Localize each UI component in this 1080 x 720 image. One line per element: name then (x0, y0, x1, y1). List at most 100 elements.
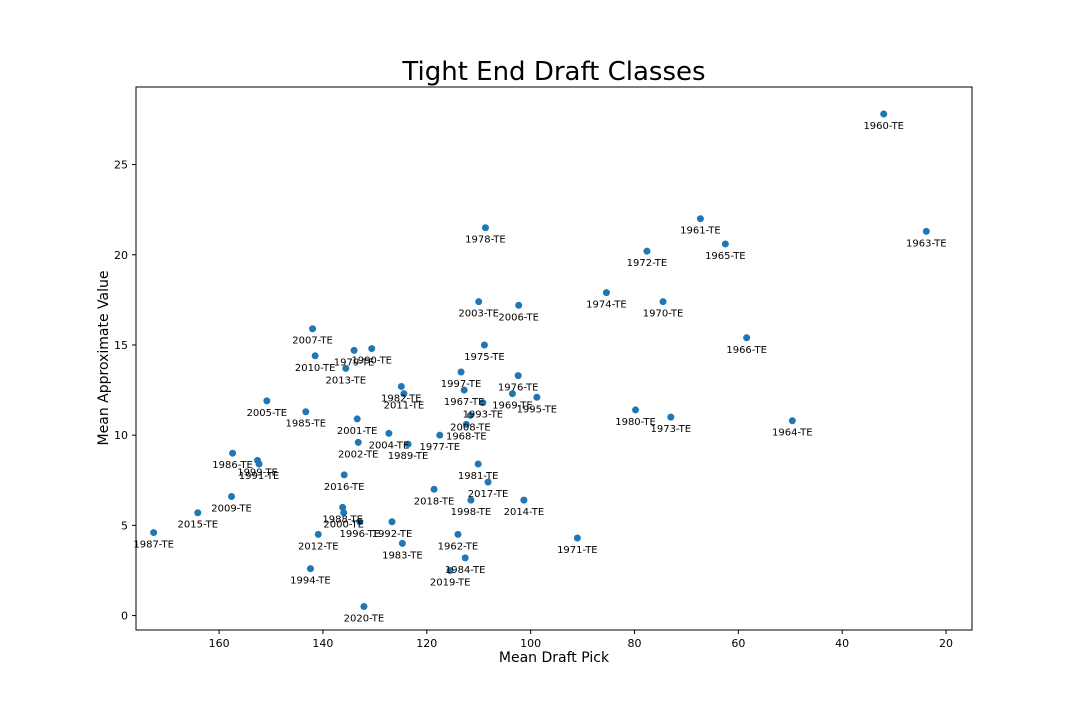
data-label-1984-TE: 1984-TE (445, 565, 486, 576)
y-tick-label: 15 (114, 339, 128, 352)
data-label-1993-TE: 1993-TE (463, 410, 504, 421)
data-label-2013-TE: 2013-TE (325, 375, 366, 386)
data-label-2018-TE: 2018-TE (414, 496, 455, 507)
data-label-1972-TE: 1972-TE (627, 258, 668, 269)
data-point-1985-TE (302, 408, 310, 416)
x-tick-label: 120 (416, 637, 437, 650)
plot-area (135, 86, 973, 631)
x-tick-label: 40 (835, 637, 849, 650)
data-point-1972-TE (643, 247, 651, 255)
data-point-1971-TE (573, 534, 581, 542)
data-point-2011-TE (400, 390, 408, 398)
data-label-2006-TE: 2006-TE (498, 312, 539, 323)
data-label-2005-TE: 2005-TE (247, 408, 288, 419)
data-point-1984-TE (461, 554, 469, 562)
data-point-1964-TE (788, 417, 796, 425)
data-points (150, 110, 930, 611)
data-label-2009-TE: 2009-TE (211, 504, 252, 515)
data-point-1961-TE (696, 215, 704, 223)
data-label-1981-TE: 1981-TE (458, 471, 499, 482)
data-point-1996-TE (356, 518, 364, 526)
data-label-1994-TE: 1994-TE (290, 576, 331, 587)
data-point-2004-TE (385, 429, 393, 437)
data-label-1963-TE: 1963-TE (906, 238, 947, 249)
data-point-1960-TE (880, 110, 888, 118)
data-point-1990-TE (368, 345, 376, 353)
data-label-1998-TE: 1998-TE (451, 507, 492, 518)
x-tick-label: 160 (209, 637, 230, 650)
data-label-1995-TE: 1995-TE (517, 404, 558, 415)
data-label-2004-TE: 2004-TE (369, 440, 410, 451)
data-point-1974-TE (602, 289, 610, 297)
data-point-2005-TE (263, 397, 271, 405)
data-label-1961-TE: 1961-TE (680, 226, 721, 237)
data-label-1997-TE: 1997-TE (441, 379, 482, 390)
x-tick-label: 80 (627, 637, 641, 650)
data-label-1966-TE: 1966-TE (726, 345, 767, 356)
data-label-1976-TE: 1976-TE (498, 383, 539, 394)
data-point-2016-TE (340, 471, 348, 479)
data-point-2007-TE (309, 325, 317, 333)
data-point-1975-TE (480, 341, 488, 349)
data-point-1997-TE (457, 368, 465, 376)
data-label-1965-TE: 1965-TE (705, 251, 746, 262)
data-point-1976-TE (514, 372, 522, 380)
data-point-1980-TE (632, 406, 640, 414)
data-label-1992-TE: 1992-TE (372, 529, 413, 540)
y-axis: 0 5 10 15 20 25 (114, 159, 136, 623)
data-point-2018-TE (430, 485, 438, 493)
data-point-2017-TE (484, 478, 492, 486)
data-point-1967-TE (460, 386, 468, 394)
x-tick-label: 100 (520, 637, 541, 650)
y-axis-label: Mean Approximate Value (96, 271, 112, 446)
data-point-1994-TE (306, 565, 314, 573)
data-point-1968-TE (462, 420, 470, 428)
data-label-2003-TE: 2003-TE (458, 309, 499, 320)
data-point-2001-TE (353, 415, 361, 423)
data-label-1974-TE: 1974-TE (586, 300, 627, 311)
data-point-2008-TE (466, 411, 474, 419)
data-point-1986-TE (229, 449, 237, 457)
data-label-1975-TE: 1975-TE (464, 352, 505, 363)
data-label-1990-TE: 1990-TE (351, 356, 392, 367)
data-label-1964-TE: 1964-TE (772, 428, 813, 439)
data-point-labels: 1960-TE 1961-TE 1962-TE 1963-TE 1964-TE 1965-… (133, 121, 946, 624)
data-point-1965-TE (721, 240, 729, 248)
data-label-2002-TE: 2002-TE (338, 449, 379, 460)
data-label-1968-TE: 1968-TE (446, 431, 487, 442)
data-point-2000-TE (340, 509, 348, 517)
data-label-1969-TE: 1969-TE (492, 401, 533, 412)
data-label-2015-TE: 2015-TE (178, 520, 219, 531)
data-point-2014-TE (520, 496, 528, 504)
data-point-1998-TE (467, 496, 475, 504)
data-label-2000-TE: 2000-TE (323, 520, 364, 531)
data-point-1983-TE (398, 539, 406, 547)
data-point-1977-TE (436, 431, 444, 439)
data-label-2014-TE: 2014-TE (504, 507, 545, 518)
data-label-1977-TE: 1977-TE (419, 442, 460, 453)
data-label-1970-TE: 1970-TE (643, 309, 684, 320)
data-point-1987-TE (150, 529, 158, 537)
data-label-1973-TE: 1973-TE (651, 424, 692, 435)
data-point-1973-TE (667, 413, 675, 421)
data-point-1995-TE (533, 393, 541, 401)
data-label-2017-TE: 2017-TE (468, 489, 509, 500)
data-label-1989-TE: 1989-TE (388, 451, 429, 462)
data-point-1962-TE (454, 530, 462, 538)
data-point-2003-TE (475, 298, 483, 306)
data-label-1986-TE: 1986-TE (212, 460, 253, 471)
x-tick-label: 60 (731, 637, 745, 650)
data-point-2019-TE (446, 566, 454, 574)
y-tick-label: 10 (114, 429, 128, 442)
data-point-2002-TE (354, 438, 362, 446)
data-point-1992-TE (388, 518, 396, 526)
data-point-1988-TE (339, 503, 347, 511)
data-label-2020-TE: 2020-TE (344, 614, 385, 625)
data-point-1993-TE (479, 399, 487, 407)
data-point-1966-TE (743, 334, 751, 342)
data-label-1987-TE: 1987-TE (133, 540, 174, 551)
data-label-2011-TE: 2011-TE (384, 401, 425, 412)
x-axis: 160 140 120 100 80 60 40 20 (209, 630, 953, 650)
y-tick-label: 0 (121, 610, 128, 623)
